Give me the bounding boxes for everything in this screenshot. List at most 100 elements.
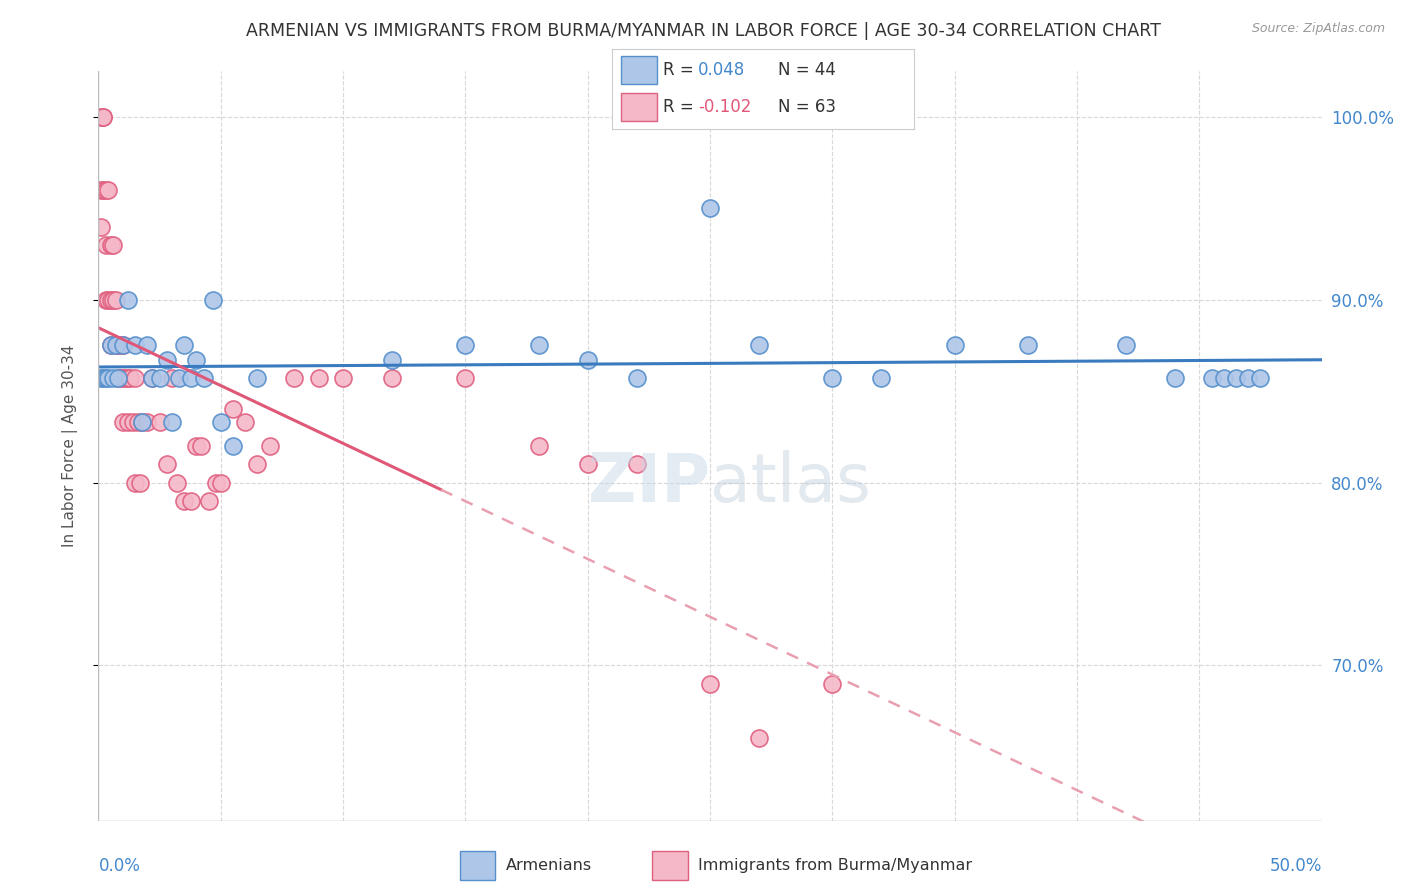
Y-axis label: In Labor Force | Age 30-34: In Labor Force | Age 30-34 bbox=[62, 344, 77, 548]
Point bbox=[308, 371, 330, 385]
Text: Immigrants from Burma/Myanmar: Immigrants from Burma/Myanmar bbox=[697, 858, 972, 872]
Point bbox=[141, 371, 163, 385]
Point bbox=[180, 371, 202, 385]
Point bbox=[821, 371, 844, 385]
Point bbox=[120, 371, 142, 385]
Point bbox=[104, 293, 127, 307]
Point bbox=[1237, 371, 1260, 385]
Point bbox=[209, 475, 232, 490]
Text: N = 63: N = 63 bbox=[778, 98, 837, 116]
Point bbox=[197, 493, 219, 508]
Point bbox=[117, 371, 139, 385]
Point bbox=[576, 457, 599, 471]
Point bbox=[90, 371, 112, 385]
Point bbox=[111, 415, 134, 429]
Point bbox=[104, 338, 127, 352]
Text: atlas: atlas bbox=[710, 450, 870, 516]
Bar bbox=[620, 94, 657, 121]
Point bbox=[97, 183, 120, 197]
Text: R =: R = bbox=[664, 98, 699, 116]
Point bbox=[100, 338, 122, 352]
Point bbox=[141, 371, 163, 385]
Point bbox=[136, 338, 159, 352]
Point bbox=[454, 338, 477, 352]
Text: 0.048: 0.048 bbox=[697, 62, 745, 79]
Point bbox=[576, 353, 599, 368]
Point bbox=[186, 439, 208, 453]
Point bbox=[381, 371, 404, 385]
Point bbox=[117, 293, 139, 307]
Point bbox=[124, 338, 146, 352]
Point bbox=[943, 338, 966, 352]
Point bbox=[124, 475, 146, 490]
Point bbox=[283, 371, 305, 385]
Point bbox=[100, 293, 122, 307]
Point bbox=[104, 338, 127, 352]
Point bbox=[107, 371, 129, 385]
Text: -0.102: -0.102 bbox=[697, 98, 751, 116]
Point bbox=[246, 371, 269, 385]
Point bbox=[173, 338, 195, 352]
Bar bbox=[620, 56, 657, 85]
Point bbox=[149, 415, 172, 429]
Point bbox=[699, 676, 721, 690]
Point bbox=[381, 353, 404, 368]
Point bbox=[127, 415, 149, 429]
Point bbox=[202, 293, 225, 307]
Point bbox=[117, 415, 139, 429]
Point bbox=[1249, 371, 1271, 385]
Text: N = 44: N = 44 bbox=[778, 62, 835, 79]
Bar bbox=[652, 851, 688, 880]
Point bbox=[1212, 371, 1234, 385]
Point bbox=[101, 238, 124, 252]
Point bbox=[332, 371, 354, 385]
Point bbox=[1164, 371, 1187, 385]
Point bbox=[136, 415, 159, 429]
Point bbox=[97, 293, 120, 307]
Point bbox=[527, 439, 550, 453]
Point bbox=[173, 493, 195, 508]
Point bbox=[107, 371, 129, 385]
Point bbox=[94, 371, 117, 385]
Point bbox=[870, 371, 893, 385]
Point bbox=[1017, 338, 1039, 352]
Point bbox=[90, 110, 112, 124]
Text: 0.0%: 0.0% bbox=[98, 857, 141, 875]
Point bbox=[100, 238, 122, 252]
Point bbox=[626, 371, 648, 385]
Point bbox=[91, 110, 114, 124]
Point bbox=[1225, 371, 1247, 385]
Point bbox=[114, 371, 136, 385]
Point bbox=[111, 338, 134, 352]
Point bbox=[1115, 338, 1137, 352]
Point bbox=[156, 353, 179, 368]
Point bbox=[111, 338, 134, 352]
Point bbox=[149, 371, 172, 385]
Point bbox=[110, 371, 132, 385]
Text: ARMENIAN VS IMMIGRANTS FROM BURMA/MYANMAR IN LABOR FORCE | AGE 30-34 CORRELATION: ARMENIAN VS IMMIGRANTS FROM BURMA/MYANMA… bbox=[246, 22, 1160, 40]
Point bbox=[748, 338, 770, 352]
Point bbox=[97, 371, 120, 385]
Point bbox=[90, 219, 112, 234]
Text: R =: R = bbox=[664, 62, 699, 79]
Point bbox=[131, 415, 153, 429]
Point bbox=[454, 371, 477, 385]
Point bbox=[246, 457, 269, 471]
Text: ZIP: ZIP bbox=[588, 450, 710, 516]
Point bbox=[205, 475, 228, 490]
Text: Armenians: Armenians bbox=[506, 858, 592, 872]
Point bbox=[527, 338, 550, 352]
Point bbox=[222, 439, 245, 453]
Point bbox=[209, 415, 232, 429]
Point bbox=[233, 415, 256, 429]
Point bbox=[186, 353, 208, 368]
Point bbox=[101, 293, 124, 307]
Point bbox=[166, 475, 188, 490]
Bar bbox=[460, 851, 495, 880]
Point bbox=[160, 371, 183, 385]
Text: 50.0%: 50.0% bbox=[1270, 857, 1322, 875]
Point bbox=[91, 183, 114, 197]
Point bbox=[110, 338, 132, 352]
Point bbox=[94, 183, 117, 197]
Point bbox=[167, 371, 190, 385]
